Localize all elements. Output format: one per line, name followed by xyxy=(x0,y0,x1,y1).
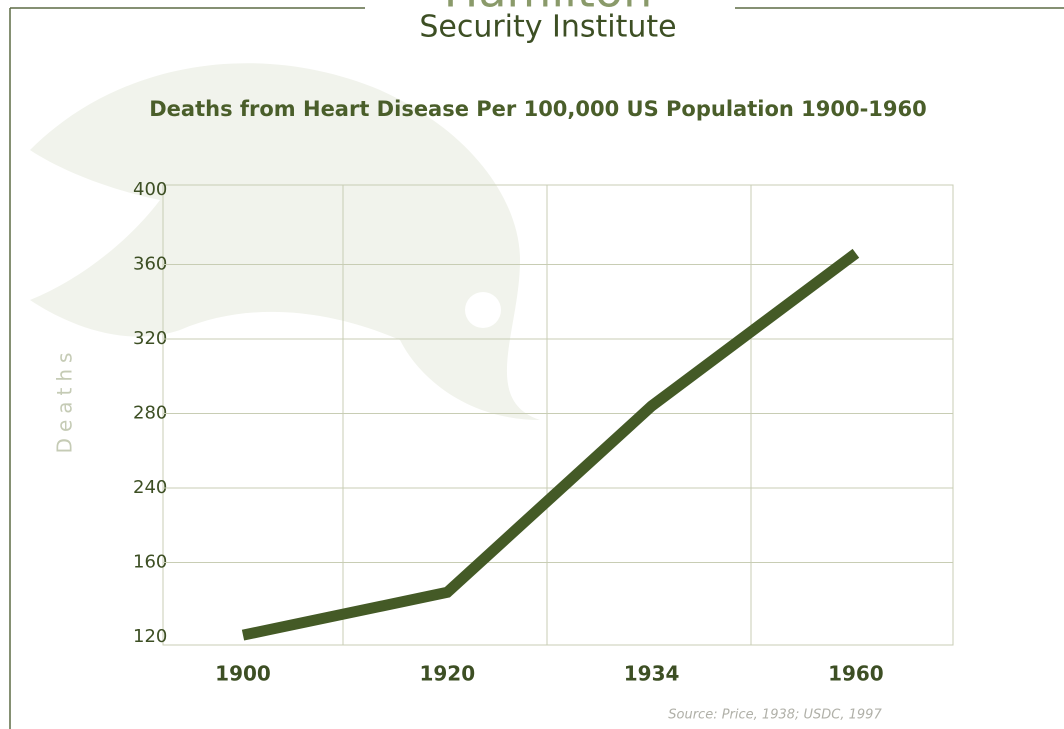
plot-frame xyxy=(162,184,954,646)
y-tick-label: 400 xyxy=(133,179,167,200)
y-tick-label: 320 xyxy=(133,328,167,349)
y-tick-label: 240 xyxy=(133,477,167,498)
logo-top: Hamilton xyxy=(444,0,652,18)
x-tick-label: 1960 xyxy=(828,662,884,686)
x-tick-label: 1900 xyxy=(215,662,271,686)
logo-bottom: Security Institute xyxy=(419,10,676,45)
y-tick-label: 120 xyxy=(133,626,167,647)
y-tick-label: 360 xyxy=(133,254,167,275)
chart-title: Deaths from Heart Disease Per 100,000 US… xyxy=(149,97,927,121)
y-tick-label: 160 xyxy=(133,552,167,573)
source-note: Source: Price, 1938; USDC, 1997 xyxy=(668,708,882,723)
y-tick-label: 280 xyxy=(133,403,167,424)
line-series xyxy=(241,248,860,641)
x-tick-label: 1934 xyxy=(624,662,680,686)
x-tick-label: 1920 xyxy=(419,662,475,686)
y-axis-label: Deaths xyxy=(53,347,77,454)
background-logo xyxy=(30,63,540,420)
